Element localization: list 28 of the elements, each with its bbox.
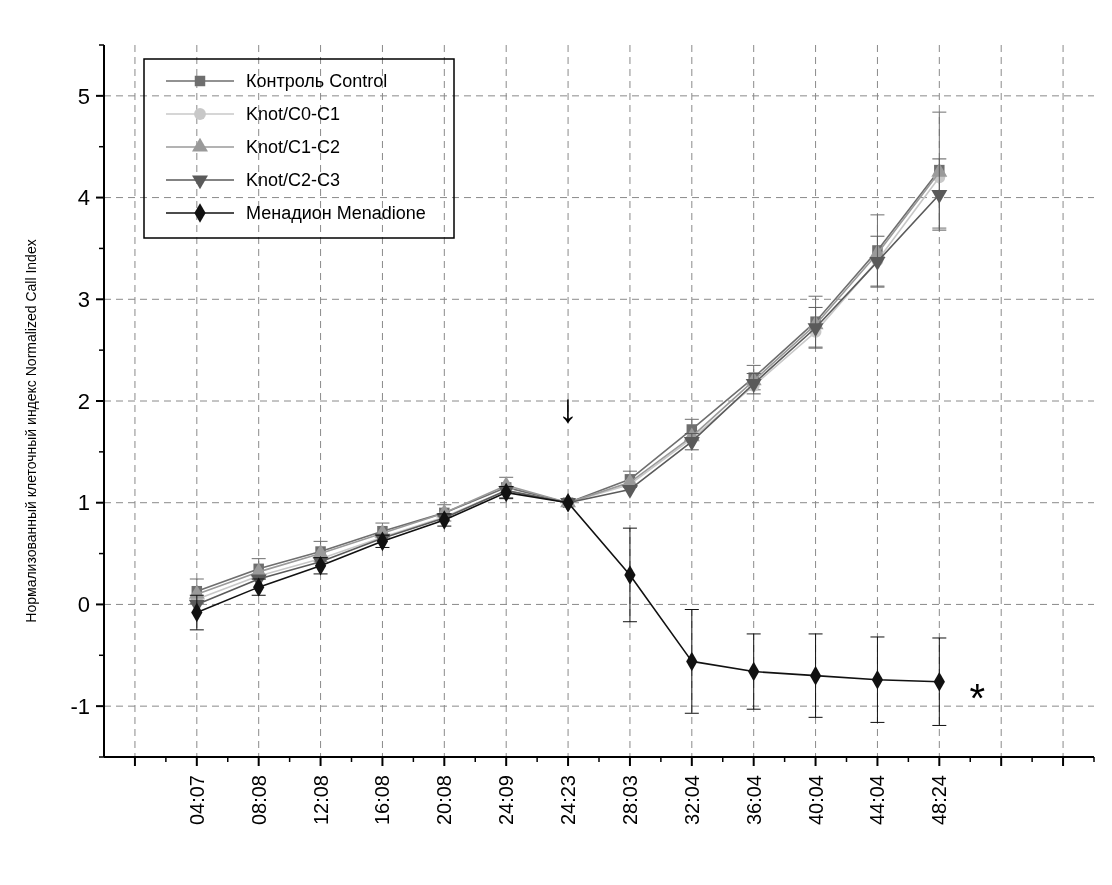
- x-tick-label: 04:07: [185, 775, 208, 826]
- x-tick-label: 40:04: [804, 775, 827, 826]
- legend-label: Knot/C2-C3: [246, 170, 341, 191]
- x-tick-label: 24:09: [495, 775, 518, 826]
- y-tick-label: 2: [77, 388, 90, 414]
- annotation: *: [969, 675, 986, 720]
- x-tick-label: 48:24: [928, 775, 951, 826]
- legend-label: Knot/C0-C1: [246, 104, 341, 125]
- x-tick-label: 32:04: [680, 775, 703, 826]
- x-tick-label: 12:08: [309, 775, 332, 826]
- y-axis-title: Нормализованный клеточный индекс Normalized Call Index: [23, 239, 39, 623]
- legend-label: Контроль Control: [246, 71, 388, 92]
- legend-label: Knot/C1-C2: [246, 137, 341, 158]
- x-tick-label: 24:23: [557, 775, 580, 826]
- x-tick-label: 44:04: [866, 775, 889, 826]
- y-tick-label: 0: [77, 592, 90, 618]
- x-tick-label: 28:03: [618, 775, 641, 826]
- x-tick-label: 16:08: [371, 775, 394, 826]
- y-tick-label: -1: [70, 693, 90, 719]
- y-tick-label: 3: [77, 286, 90, 312]
- x-tick-label: 08:08: [247, 775, 270, 826]
- x-tick-label: 20:08: [433, 775, 456, 826]
- y-tick-label: 4: [77, 185, 90, 211]
- annotation: ↓: [558, 385, 579, 430]
- x-tick-label: 36:04: [742, 775, 765, 826]
- y-tick-label: 5: [77, 83, 90, 109]
- legend-label: Менадион Menadione: [246, 203, 426, 224]
- y-tick-label: 1: [77, 490, 90, 516]
